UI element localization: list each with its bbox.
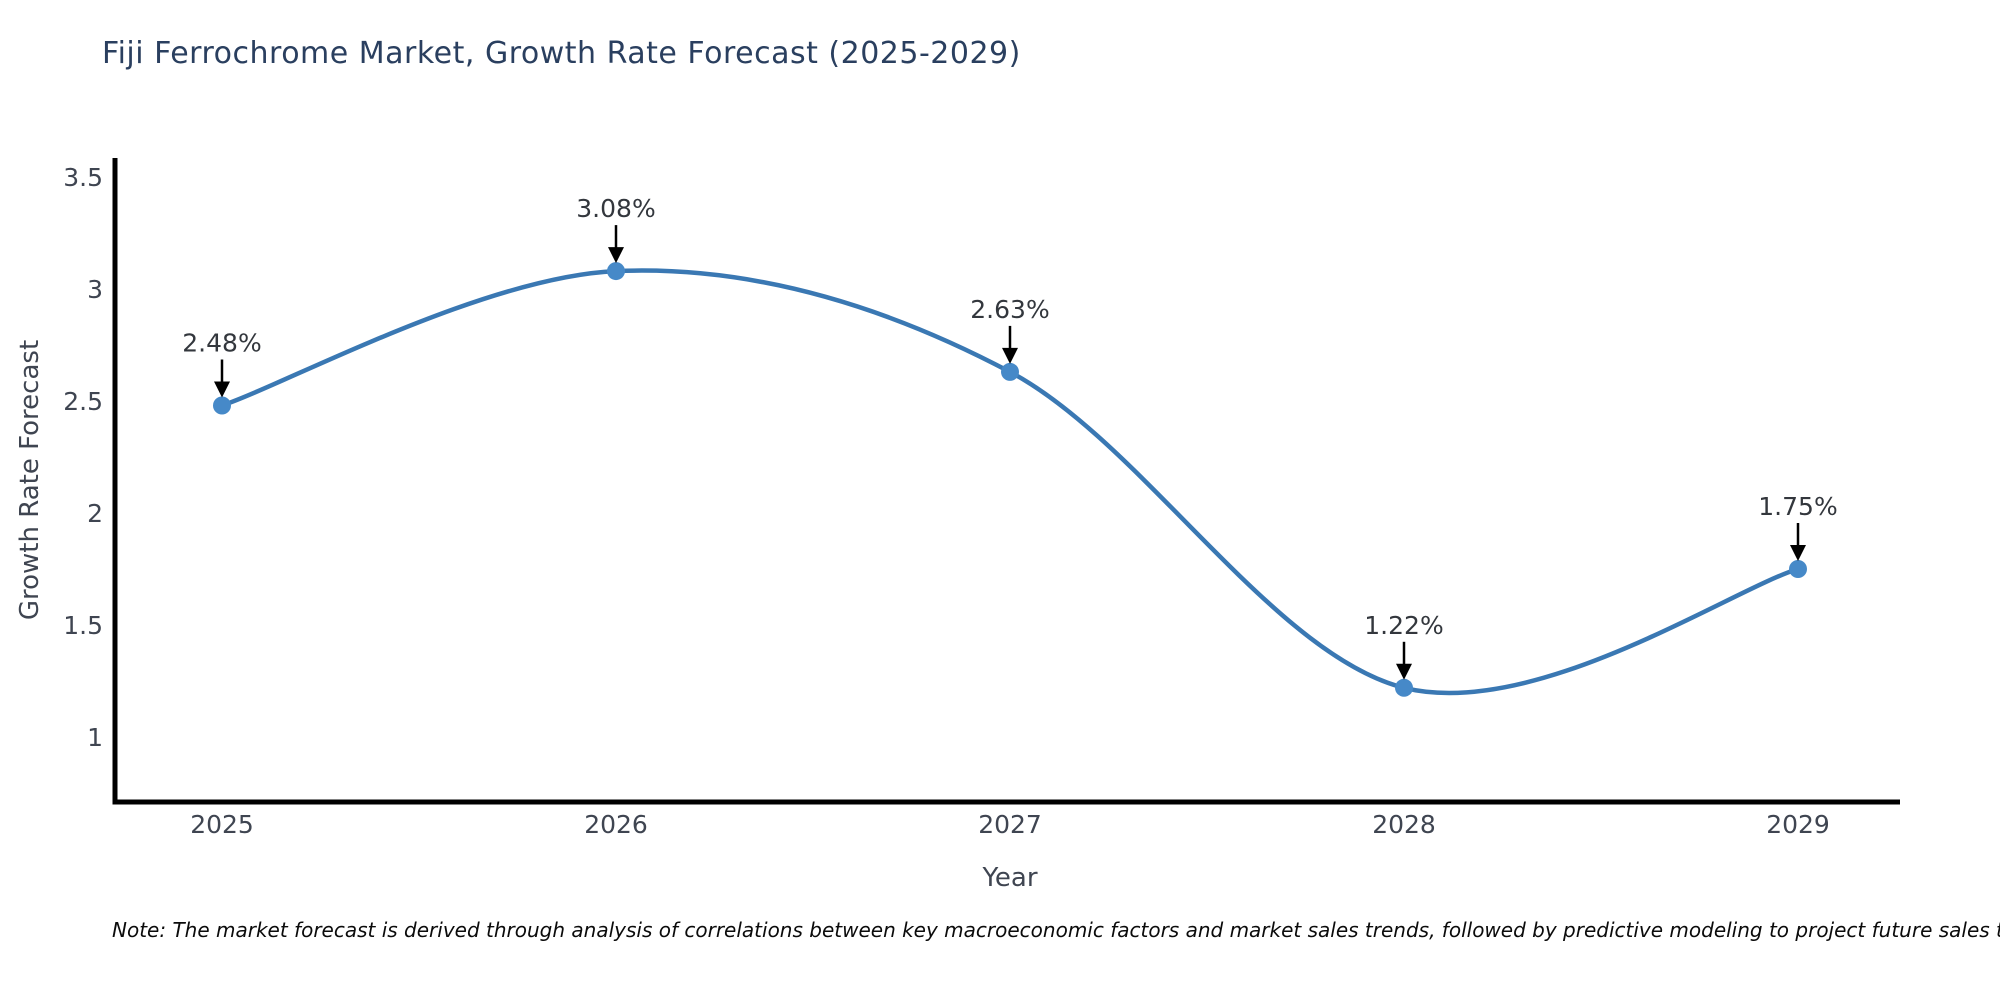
point-annotation: 2.63% bbox=[970, 295, 1049, 324]
x-tick-label: 2028 bbox=[1372, 810, 1436, 839]
point-annotation: 3.08% bbox=[576, 194, 655, 223]
point-annotation: 1.22% bbox=[1364, 611, 1443, 640]
point-annotation: 2.48% bbox=[182, 329, 261, 358]
y-tick-label: 3.5 bbox=[63, 163, 103, 192]
annotation-arrow-head bbox=[1002, 347, 1018, 364]
y-tick-label: 3 bbox=[87, 275, 103, 304]
y-axis-title: Growth Rate Forecast bbox=[15, 340, 45, 620]
x-tick-label: 2025 bbox=[190, 810, 254, 839]
x-tick-label: 2029 bbox=[1766, 810, 1830, 839]
forecast-line bbox=[221, 268, 1799, 696]
chart-title: Fiji Ferrochrome Market, Growth Rate For… bbox=[102, 36, 1021, 71]
y-tick-label: 2.5 bbox=[63, 387, 103, 416]
data-point-marker bbox=[1789, 560, 1807, 578]
annotation-arrow-head bbox=[1790, 545, 1806, 561]
data-point-marker bbox=[607, 262, 625, 281]
x-tick-label: 2027 bbox=[978, 810, 1042, 839]
annotation-arrow-head bbox=[1396, 663, 1412, 680]
axis-lines bbox=[112, 158, 1900, 805]
annotation-arrow-head bbox=[608, 247, 624, 264]
y-tick-label: 1.5 bbox=[63, 611, 103, 640]
x-axis-title: Year bbox=[981, 863, 1037, 893]
footnote: Note: The market forecast is derived thr… bbox=[112, 918, 2000, 942]
data-point-marker bbox=[1001, 362, 1019, 381]
x-tick-label: 2026 bbox=[584, 810, 648, 839]
y-tick-label: 1 bbox=[87, 723, 103, 752]
data-point-marker bbox=[1395, 678, 1413, 697]
y-tick-label: 2 bbox=[87, 499, 103, 528]
annotation-arrow-head bbox=[214, 381, 230, 398]
data-point-marker bbox=[213, 396, 231, 415]
point-annotation: 1.75% bbox=[1758, 492, 1837, 521]
